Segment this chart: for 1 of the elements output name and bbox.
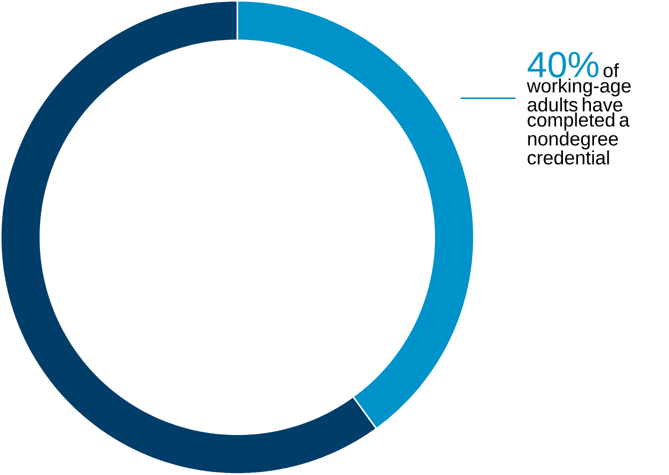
data-label: 40% [528,52,598,78]
